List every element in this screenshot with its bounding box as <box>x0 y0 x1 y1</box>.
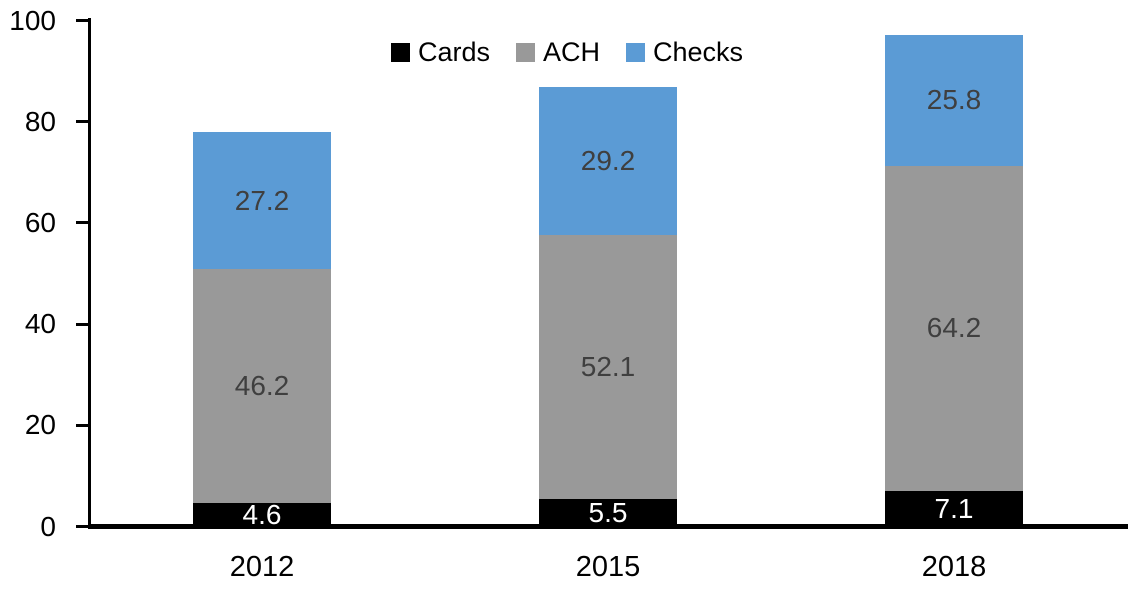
x-axis-category-label: 2012 <box>229 551 295 583</box>
bar-segment-2012-cards: 4.6 <box>193 498 331 530</box>
bar-value-label: 7.1 <box>934 492 974 524</box>
y-axis-tick <box>76 221 91 225</box>
y-axis-tick <box>76 120 91 124</box>
y-axis-tick <box>76 322 91 326</box>
legend-item-ach: ACH <box>515 36 600 67</box>
bar-segment-2012-checks: 27.2 <box>193 131 331 270</box>
legend: Cards ACH Checks <box>0 36 1134 68</box>
y-axis-tick-label: 80 <box>24 105 56 137</box>
bar-value-label: 27.2 <box>234 184 290 216</box>
y-axis-tick <box>76 19 91 22</box>
bar-segment-2015-checks: 29.2 <box>539 87 677 236</box>
bar-value-label: 29.2 <box>580 145 636 177</box>
bar-value-label: 5.5 <box>588 496 628 528</box>
x-axis-category-label: 2015 <box>575 551 641 583</box>
y-axis-tick-label: 100 <box>9 4 56 36</box>
bar-value-label: 46.2 <box>234 370 290 402</box>
legend-marker-cards-icon <box>390 42 410 62</box>
bar-segment-2015-ach: 52.1 <box>539 235 677 499</box>
y-axis-tick <box>76 525 91 528</box>
y-axis-tick-label: 40 <box>24 308 56 340</box>
bar-value-label: 52.1 <box>580 350 636 382</box>
bar-value-label: 25.8 <box>926 84 982 116</box>
bar-segment-2012-ach: 46.2 <box>193 269 331 504</box>
legend-marker-checks-icon <box>626 42 645 62</box>
legend-marker-ach-icon <box>515 42 535 62</box>
legend-item-cards: Cards <box>390 36 490 67</box>
y-axis-tick-label: 20 <box>24 409 56 441</box>
legend-label: Checks <box>653 36 744 67</box>
bar-value-label: 64.2 <box>926 312 982 344</box>
y-axis-tick <box>76 423 91 427</box>
bar-segment-2018-cards: 7.1 <box>885 490 1023 527</box>
x-axis-category-label: 2018 <box>921 551 987 583</box>
y-axis-tick-label: 0 <box>40 510 56 542</box>
bar-value-label: 4.6 <box>242 498 282 530</box>
bar-segment-2018-ach: 64.2 <box>885 165 1023 491</box>
bar-segment-2015-cards: 5.5 <box>539 496 677 528</box>
legend-item-checks: Checks <box>626 36 744 67</box>
legend-label: ACH <box>542 36 600 67</box>
x-axis-line <box>88 524 1128 529</box>
bar-segment-2018-checks: 25.8 <box>885 35 1023 166</box>
y-axis-line <box>88 18 91 529</box>
y-axis-tick-label: 60 <box>24 206 56 238</box>
legend-label: Cards <box>417 36 490 67</box>
